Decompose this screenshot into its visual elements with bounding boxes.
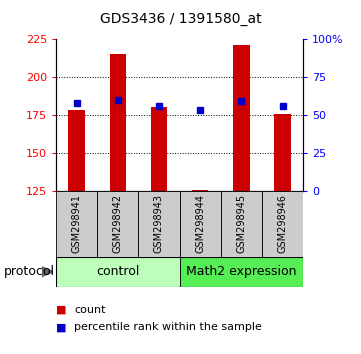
Text: protocol: protocol [4,265,55,278]
Text: GSM298942: GSM298942 [113,194,123,253]
Text: GSM298941: GSM298941 [71,194,82,253]
Bar [233,45,250,191]
Bar [221,191,262,257]
Bar [138,191,180,257]
Text: ■: ■ [56,305,67,315]
Bar [151,108,167,191]
Text: control: control [96,265,139,278]
Bar [56,191,97,257]
Bar [180,257,303,287]
Bar [56,257,180,287]
Polygon shape [42,267,53,277]
Text: ■: ■ [56,322,67,332]
Text: GSM298946: GSM298946 [278,194,288,253]
Text: count: count [74,305,105,315]
Bar [262,191,303,257]
Text: GSM298945: GSM298945 [236,194,247,253]
Bar [68,110,85,191]
Text: GSM298943: GSM298943 [154,194,164,253]
Bar [109,54,126,191]
Text: percentile rank within the sample: percentile rank within the sample [74,322,262,332]
Text: GSM298944: GSM298944 [195,194,205,253]
Text: Math2 expression: Math2 expression [186,265,297,278]
Bar [192,190,208,191]
Bar [180,191,221,257]
Bar [97,191,138,257]
Text: GDS3436 / 1391580_at: GDS3436 / 1391580_at [100,12,261,27]
Bar [274,114,291,191]
